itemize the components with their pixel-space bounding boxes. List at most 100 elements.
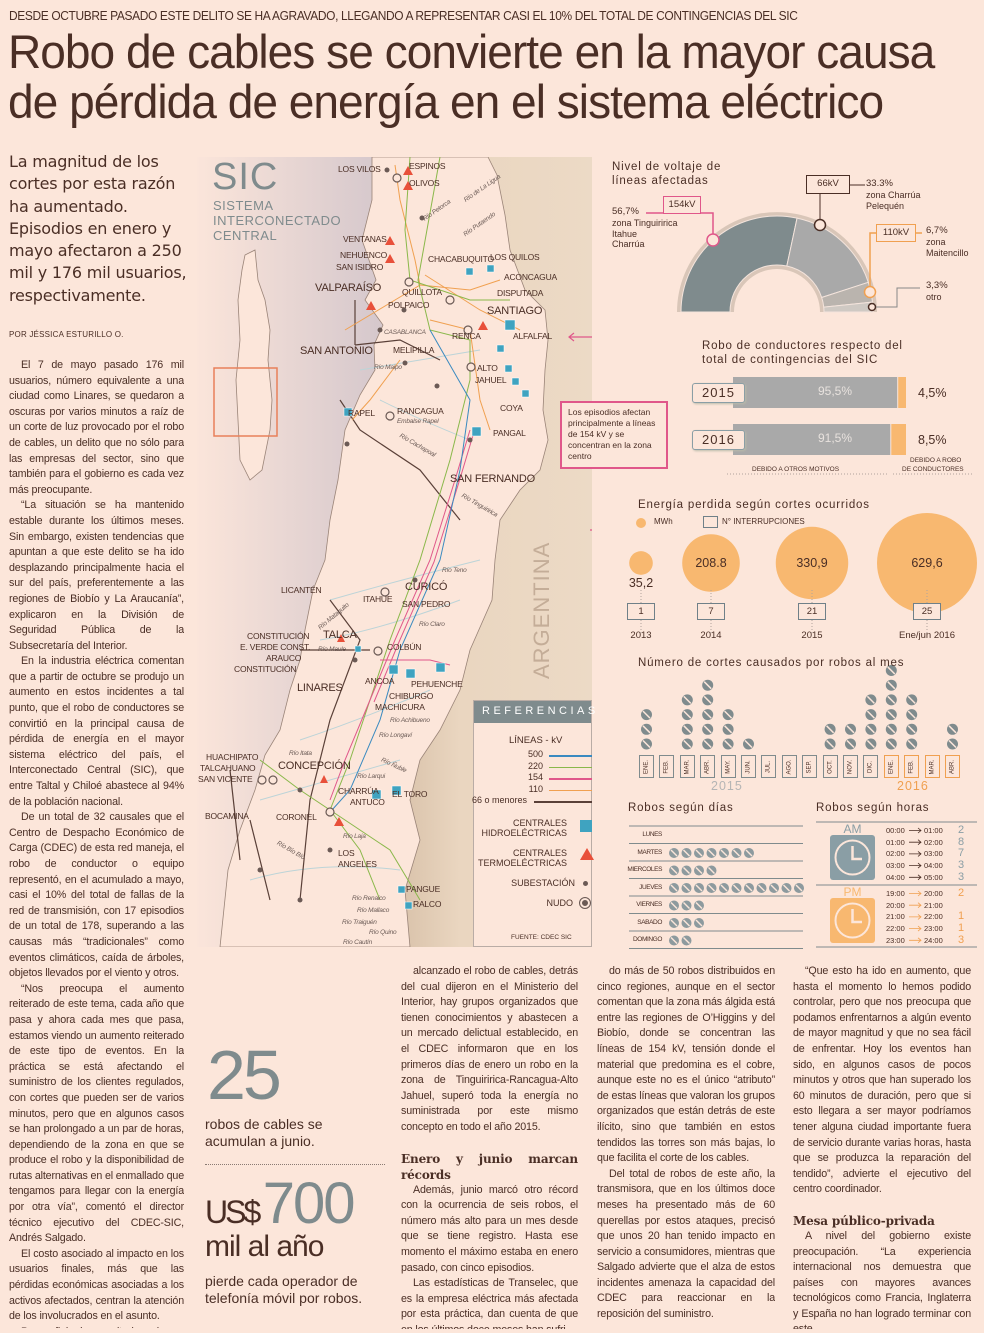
day-label: SABADO: [637, 918, 662, 926]
bar-theft: [898, 377, 906, 408]
chile-inset: [213, 249, 278, 481]
hour-from: 00:00: [886, 826, 905, 835]
year-label: 2016: [692, 430, 745, 450]
mwh-value: 35,2: [628, 576, 654, 590]
sic-logo: SIC: [212, 156, 279, 198]
theft-dot-stripe: [642, 710, 651, 719]
place-label: TALCAHUANO: [200, 763, 256, 773]
place-label: ALFALFAL: [513, 331, 553, 341]
place-label: LOS VILOS: [338, 164, 381, 174]
month-label: FEB.: [908, 760, 915, 774]
theft-dot-stripe: [745, 849, 753, 857]
theft-dot-stripe: [887, 739, 896, 749]
theft-dot-stripe: [770, 884, 778, 892]
month-box: DIC.: [863, 755, 879, 778]
interruptions-box: 25: [913, 603, 941, 620]
place-label: RENCA: [452, 331, 481, 341]
clock-icon-hands: [851, 846, 862, 861]
place-label: NEHUENCO: [340, 250, 388, 260]
stat-25-number: 25: [207, 1036, 282, 1114]
slice-detail: zona Tinguiririca: [612, 218, 678, 228]
mwh-bubble: [877, 513, 977, 613]
river-label: Río Quino: [369, 929, 397, 936]
theft-dot-stripe: [733, 849, 740, 857]
river-label: Río Itata: [289, 750, 312, 757]
slice-value: 56,7%: [612, 206, 639, 217]
place-label: VENTANAS: [343, 234, 387, 244]
theft-dot-stripe: [724, 725, 733, 734]
paragraph: alcanzado el robo de cables, detrás del …: [401, 965, 578, 1133]
year-label: Ene/jun 2016: [899, 630, 955, 641]
theft-dot-stripe: [745, 884, 753, 892]
place-label: DISPUTADA: [497, 288, 544, 298]
hour-count: 1: [958, 910, 965, 923]
place-label: E. VERDE CONST.: [240, 642, 311, 652]
paragraph: El costo asociado al impacto en los usua…: [9, 1247, 184, 1323]
substation-icon: [583, 881, 588, 886]
legend-interruptions: N° INTERRUPCIONES: [722, 517, 805, 526]
year-label: 2015: [692, 383, 745, 403]
divider: [205, 1164, 385, 1165]
month-box: ABR.: [945, 755, 960, 778]
stat-700-unit: mil al año: [205, 1230, 324, 1263]
year-2016: 2016: [897, 779, 929, 793]
legend-line-swatch: [534, 801, 592, 803]
bar-other: [733, 377, 898, 408]
theft-dot-stripe: [683, 695, 692, 704]
mwh-bubble: [629, 551, 653, 575]
legend-line-swatch: [549, 778, 592, 780]
charts-panel: [629, 184, 977, 949]
theft-dot-stripe: [758, 884, 765, 892]
leader-line: [869, 232, 922, 286]
mwh-bubble: [682, 534, 740, 592]
clock-icon-face: [834, 839, 871, 876]
bar-theft-value: 8,5%: [918, 433, 947, 447]
callout-arrows: [568, 332, 592, 531]
hour-count: 1: [958, 922, 965, 935]
map-legend: REFERENCIAS LÍNEAS - kV 500 220 154 110 66 o…: [472, 700, 595, 947]
legend-mwh: MWh: [654, 517, 673, 526]
theft-dot-stripe: [907, 725, 916, 734]
thermo-plants: [320, 166, 488, 826]
subheading-mesa: Mesa público-privada: [793, 1213, 935, 1228]
place-label: JAHUEL: [475, 375, 507, 385]
hour-from: 22:00: [886, 924, 905, 934]
month-label: AGO.: [786, 759, 793, 775]
place-label: LINARES: [297, 682, 343, 694]
place-label: SAN PEDRO: [402, 599, 451, 609]
month-box: FEB.: [659, 755, 675, 778]
place-label: RAPEL: [348, 408, 375, 418]
mwh-value: 330,9: [796, 556, 828, 570]
interruptions-box: 1: [627, 603, 655, 620]
place-label: PEHUENCHE: [411, 679, 463, 689]
theft-dot-stripe: [720, 884, 728, 892]
leader-line: [876, 287, 920, 308]
country-label-argentina: ARGENTINA: [529, 541, 554, 679]
stat-700-currency: US$: [205, 1194, 261, 1230]
place-label: ANGELES: [338, 859, 377, 869]
month-box: JUL.: [761, 755, 777, 778]
bar-other-value: 95,5%: [818, 384, 853, 398]
month-label: MAY.: [725, 760, 732, 774]
place-label: ACONCAGUA: [504, 272, 557, 282]
year-label: 2013: [630, 630, 652, 641]
legend-theft: DEBIDO A ROBO: [910, 457, 962, 464]
place-label: CONSTITUCIÓN: [247, 631, 310, 641]
place-label: CURICÓ: [405, 581, 448, 593]
headline: Robo de cables se convierte en la mayor …: [8, 27, 935, 127]
arrow-icon: [909, 890, 922, 897]
bar-other-value: 91,5%: [818, 431, 853, 445]
monthly-title: Número de cortes causados por robos al m…: [638, 657, 905, 669]
place-label: TALCA: [323, 629, 357, 641]
legend-node: NUDO: [546, 898, 574, 908]
hours-title: Robos según horas: [816, 802, 930, 814]
sic-map: LOS VILOS ESPINOS OLIVOS VENTANAS NEHUEN…: [197, 157, 592, 947]
donut-title: Nivel de voltaje de líneas afectadas: [612, 161, 722, 187]
subheading-records: Enero y junio marcan récords: [401, 1151, 578, 1182]
place-label: COYA: [500, 403, 523, 413]
theft-dot-stripe: [708, 867, 715, 874]
theft-dot-stripe: [887, 666, 896, 675]
place-label: ITAHUE: [363, 594, 393, 604]
year-2015: 2015: [711, 779, 743, 793]
paragraph: El 7 de mayo pasado 176 mil usuarios, nú…: [9, 359, 184, 496]
